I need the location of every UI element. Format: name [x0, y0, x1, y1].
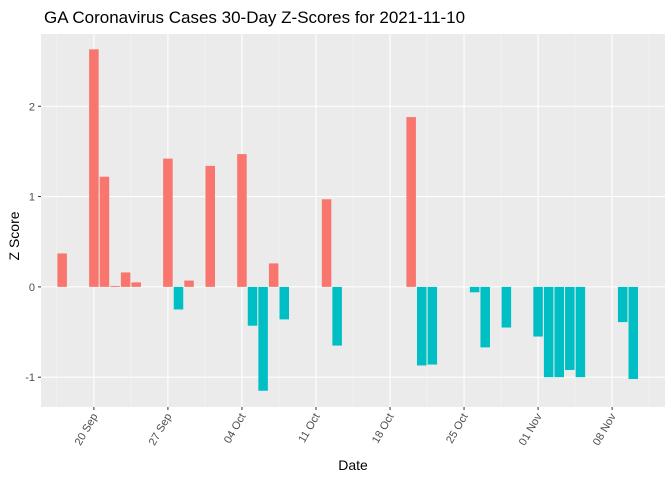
bar — [575, 286, 586, 378]
bar — [110, 285, 120, 287]
bar — [332, 286, 342, 346]
chart-title: GA Coronavirus Cases 30-Day Z-Scores for… — [44, 8, 465, 27]
bar — [565, 286, 575, 370]
y-tick-label: 2 — [29, 101, 35, 113]
bar — [268, 263, 279, 287]
bar — [543, 286, 554, 378]
bar — [406, 117, 416, 287]
x-tick-label: 08 Nov — [591, 411, 619, 448]
bar — [120, 272, 131, 287]
x-axis-title: Date — [338, 457, 368, 473]
bar — [57, 253, 67, 287]
bar — [554, 286, 564, 378]
bar — [237, 154, 247, 287]
bar — [416, 286, 427, 366]
bar — [205, 165, 215, 287]
bar — [617, 286, 628, 323]
bar — [427, 286, 438, 365]
bar — [131, 282, 141, 287]
y-tick-label: 1 — [29, 192, 35, 204]
y-tick-label: 0 — [29, 282, 35, 294]
x-tick-label: 18 Oct — [370, 412, 397, 446]
bar — [247, 286, 258, 326]
x-tick-label: 20 Sep — [73, 412, 101, 448]
bar — [173, 286, 184, 310]
bar — [89, 49, 99, 287]
bar — [480, 286, 490, 348]
x-tick-label: 01 Nov — [517, 411, 545, 448]
x-tick-label: 27 Sep — [147, 412, 175, 448]
bar — [501, 286, 512, 328]
bar — [163, 158, 173, 287]
bar — [321, 199, 332, 287]
bar — [533, 286, 543, 337]
y-tick-label: -1 — [25, 372, 35, 384]
x-tick-label: 04 Oct — [222, 412, 249, 446]
bar — [99, 176, 110, 287]
bar — [258, 286, 268, 391]
bar — [279, 286, 290, 320]
bar — [628, 286, 639, 379]
x-tick-label: 11 Oct — [296, 412, 322, 445]
bar — [469, 286, 480, 293]
x-tick-label: 25 Oct — [444, 412, 471, 446]
bars — [57, 49, 639, 391]
bar — [184, 280, 194, 287]
y-axis-title: Z Score — [6, 211, 22, 260]
